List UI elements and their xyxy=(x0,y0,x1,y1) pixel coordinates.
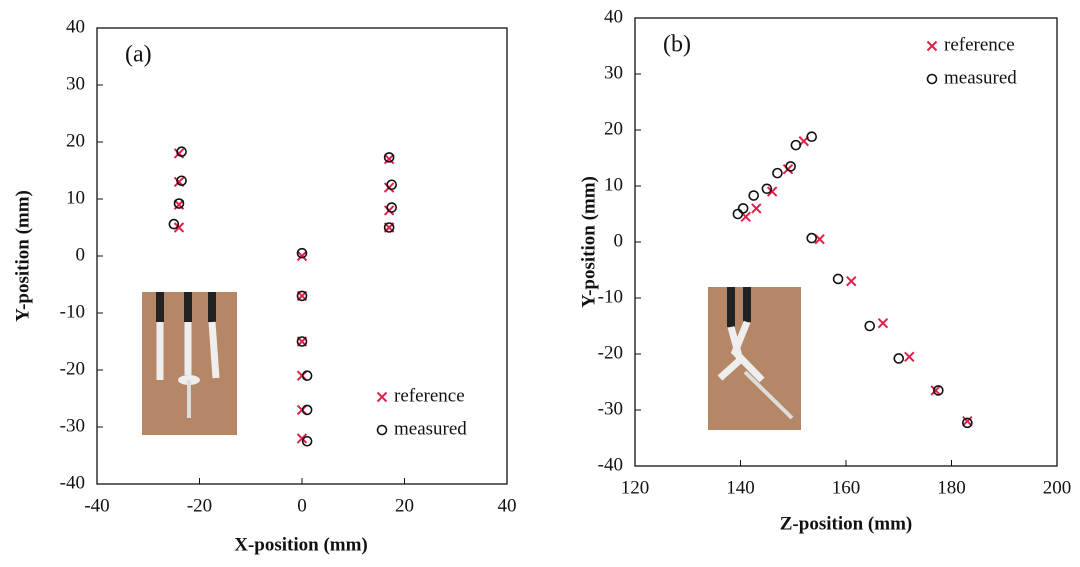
panel-label: (b) xyxy=(663,32,691,58)
y-tick-label: 30 xyxy=(604,62,623,83)
panel-label: (a) xyxy=(125,42,152,68)
data-point xyxy=(173,198,185,209)
data-point xyxy=(168,218,180,230)
data-point xyxy=(761,183,773,195)
data-point xyxy=(383,153,395,165)
data-point xyxy=(962,417,973,429)
x-tick-label: 160 xyxy=(832,477,861,498)
data-point xyxy=(301,370,313,382)
x-tick-label: 180 xyxy=(937,477,966,498)
y-tick-label: 10 xyxy=(604,174,623,195)
y-tick-label: -40 xyxy=(60,472,85,493)
data-point xyxy=(806,232,818,244)
data-point xyxy=(962,415,973,427)
y-tick-label: -40 xyxy=(598,454,623,475)
data-point xyxy=(176,175,187,187)
data-point xyxy=(766,186,778,197)
data-point xyxy=(893,353,905,364)
y-tick-label: -10 xyxy=(60,301,85,322)
data-point xyxy=(748,190,759,201)
y-axis-label: Y-position (mm) xyxy=(578,176,599,308)
x-tick-label: 40 xyxy=(498,495,517,516)
x-tick-label: 20 xyxy=(395,495,414,516)
data-point xyxy=(832,273,844,285)
legend-marker xyxy=(376,424,388,436)
data-point xyxy=(176,146,187,157)
data-point xyxy=(846,275,857,287)
y-tick-label: -10 xyxy=(598,286,623,307)
data-point xyxy=(301,404,313,416)
data-point xyxy=(737,203,749,214)
data-point xyxy=(790,139,802,151)
x-axis-label: X-position (mm) xyxy=(234,534,368,555)
legend-marker xyxy=(376,391,388,403)
data-point xyxy=(864,320,876,332)
data-point xyxy=(782,163,794,175)
data-point xyxy=(785,161,796,172)
data-point xyxy=(877,317,889,329)
data-point xyxy=(933,385,944,396)
data-point xyxy=(772,167,783,179)
data-point xyxy=(296,433,308,444)
legend-label: reference xyxy=(944,34,1015,55)
y-tick-label: 40 xyxy=(66,16,85,37)
data-point xyxy=(386,179,397,191)
data-point xyxy=(732,208,744,220)
y-tick-label: 0 xyxy=(76,244,86,265)
data-point xyxy=(930,385,941,396)
inset-photo-a xyxy=(142,292,237,435)
y-tick-label: 10 xyxy=(66,187,85,208)
x-tick-label: 140 xyxy=(726,477,755,498)
data-point xyxy=(383,182,395,193)
data-point xyxy=(301,435,313,447)
y-tick-label: -30 xyxy=(60,415,85,436)
data-point xyxy=(296,250,308,262)
data-point xyxy=(904,351,915,363)
x-tick-label: -20 xyxy=(187,495,212,516)
data-point xyxy=(383,152,395,163)
legend-marker xyxy=(926,73,938,85)
data-point xyxy=(806,131,818,143)
y-tick-label: 30 xyxy=(66,73,85,94)
y-tick-label: 20 xyxy=(604,118,623,139)
y-tick-label: -30 xyxy=(598,398,623,419)
y-tick-label: 20 xyxy=(66,130,85,151)
data-point xyxy=(383,205,395,216)
data-point xyxy=(173,222,185,233)
y-tick-label: 0 xyxy=(614,230,624,251)
legend-label: measured xyxy=(394,418,467,439)
data-point xyxy=(296,336,308,347)
x-tick-label: 0 xyxy=(297,495,307,516)
legend-marker xyxy=(926,40,938,52)
data-point xyxy=(296,290,308,302)
data-point xyxy=(383,222,395,233)
x-axis-label: Z-position (mm) xyxy=(780,513,912,534)
inset-photo-b xyxy=(708,287,801,430)
data-point xyxy=(751,203,762,214)
data-point xyxy=(386,202,397,213)
x-tick-label: 200 xyxy=(1043,477,1072,498)
y-tick-label: -20 xyxy=(598,342,623,363)
y-tick-label: -20 xyxy=(60,358,85,379)
x-tick-label: 120 xyxy=(621,477,650,498)
data-point xyxy=(296,247,308,259)
legend-label: reference xyxy=(394,385,465,406)
y-axis-label: Y-position (mm) xyxy=(12,190,33,322)
legend-label: measured xyxy=(944,67,1017,88)
y-tick-label: 40 xyxy=(604,6,623,27)
x-tick-label: -40 xyxy=(84,495,109,516)
